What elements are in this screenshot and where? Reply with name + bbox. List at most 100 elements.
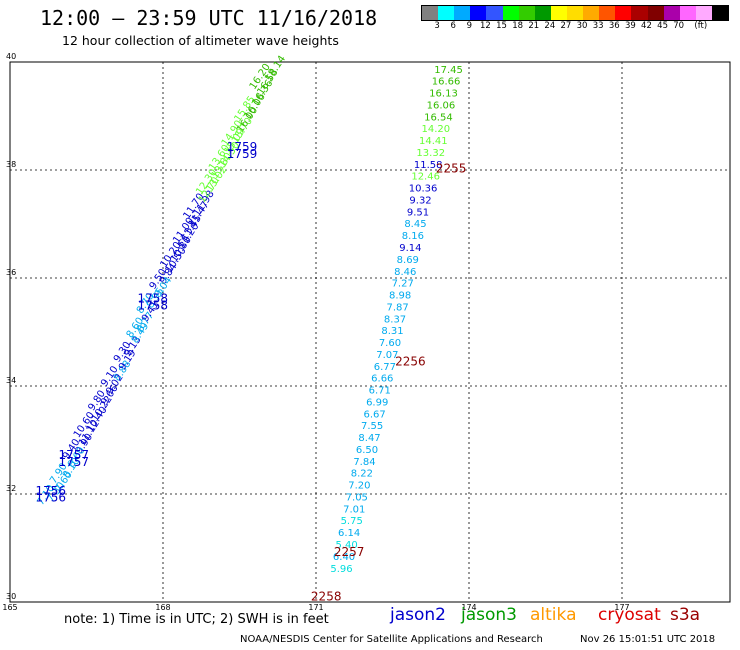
color-scale-labels: 3 6 9 12 15 18 21 24 27 30 33 36 39 42 45 70 (ft) bbox=[421, 21, 727, 33]
swh-label-east: 7.55 bbox=[361, 421, 383, 432]
color-scale-label: 15 bbox=[496, 21, 507, 31]
color-scale-label: 70 bbox=[673, 21, 685, 31]
credit-line: NOAA/NESDIS Center for Satellite Applica… bbox=[240, 634, 543, 645]
color-scale-cell bbox=[711, 6, 729, 20]
color-scale-cell bbox=[486, 6, 503, 20]
swh-label-east: 8.22 bbox=[351, 469, 373, 480]
map-frame bbox=[9, 61, 731, 603]
swh-label-east: 7.27 bbox=[392, 279, 414, 290]
lat-tick-label: 32 bbox=[6, 484, 16, 493]
pass-time-label: 1756 bbox=[36, 484, 67, 498]
lat-tick-label: 40 bbox=[6, 52, 16, 61]
color-scale-cell bbox=[518, 6, 535, 20]
page-title: 12:00 – 23:59 UTC 11/16/2018 bbox=[40, 6, 378, 30]
pass-time-label: 1758 bbox=[138, 291, 169, 305]
swh-label-east: 8.16 bbox=[402, 231, 424, 242]
swh-label-east: 16.06 bbox=[427, 100, 456, 111]
color-scale-label: 42 bbox=[641, 21, 652, 31]
swh-label-east: 6.14 bbox=[338, 528, 360, 539]
swh-label-east: 5.75 bbox=[341, 516, 363, 527]
swh-label-east: 8.37 bbox=[384, 314, 406, 325]
color-scale-label: 24 bbox=[544, 21, 556, 31]
footer-note: note: 1) Time is in UTC; 2) SWH is in fe… bbox=[64, 612, 329, 627]
swh-label-east: 8.45 bbox=[404, 219, 426, 230]
swh-label-east: 6.71 bbox=[369, 386, 391, 397]
swh-label-east: 16.13 bbox=[429, 89, 458, 100]
legend-s3a: s3a bbox=[670, 605, 701, 625]
pass-time-label: 2258 bbox=[311, 589, 342, 603]
color-scale-label: 9 bbox=[466, 21, 473, 31]
pass-time-label: 1759 bbox=[227, 140, 258, 154]
swh-label-east: 12.46 bbox=[411, 172, 440, 183]
color-scale-bar bbox=[421, 5, 729, 21]
swh-label-east: 6.66 bbox=[371, 374, 393, 385]
legend-jason3: jason3 bbox=[461, 605, 517, 625]
color-scale-cell bbox=[647, 6, 664, 20]
page-subtitle: 12 hour collection of altimeter wave hei… bbox=[62, 33, 339, 48]
color-scale-label: 45 bbox=[657, 21, 668, 31]
swh-label-east: 7.87 bbox=[386, 302, 408, 313]
color-scale-label: 21 bbox=[528, 21, 540, 31]
color-scale-cell bbox=[454, 6, 471, 20]
lat-tick-label: 30 bbox=[6, 592, 16, 601]
swh-label-east: 9.51 bbox=[407, 207, 429, 218]
color-scale-cell bbox=[438, 6, 455, 20]
lon-tick-label: 177 bbox=[614, 603, 629, 612]
pass-time-label: 1759 bbox=[227, 147, 258, 161]
swh-label-east: 7.07 bbox=[376, 350, 398, 361]
color-scale-cell bbox=[679, 6, 696, 20]
axis-ticks: 165 168 171 174 177 40 38 36 34 32 30 bbox=[2, 52, 629, 612]
color-scale-label: 27 bbox=[560, 21, 572, 31]
pass-time-label: 2255 bbox=[436, 162, 467, 176]
color-scale-label: 30 bbox=[576, 21, 588, 31]
swh-label-east: 11.58 bbox=[414, 160, 443, 171]
color-scale-label: 12 bbox=[479, 21, 491, 31]
color-scale-cell bbox=[550, 6, 567, 20]
color-scale-label: 6 bbox=[450, 21, 456, 31]
pass-time-label: 1756 bbox=[36, 491, 67, 505]
color-scale-cell bbox=[599, 6, 616, 20]
lat-tick-label: 36 bbox=[6, 268, 16, 277]
generation-timestamp: Nov 26 15:01:51 UTC 2018 bbox=[580, 634, 716, 645]
color-scale-cell bbox=[631, 6, 648, 20]
color-scale-label: 3 bbox=[434, 21, 440, 31]
swh-label-east: 14.20 bbox=[422, 124, 451, 135]
swh-label-east: 10.36 bbox=[409, 184, 438, 195]
swh-label-east: 16.66 bbox=[432, 77, 461, 88]
swh-label-east: 6.67 bbox=[364, 409, 386, 420]
pass-time-label: 2256 bbox=[395, 354, 426, 368]
swh-label-east: 16.54 bbox=[424, 112, 453, 123]
swh-label-east: 5.96 bbox=[330, 564, 352, 575]
color-scale-cell bbox=[470, 6, 487, 20]
lat-tick-label: 34 bbox=[6, 376, 16, 385]
swh-label-east: 13.32 bbox=[416, 148, 445, 159]
legend-altika: altika bbox=[530, 605, 577, 625]
lat-tick-label: 38 bbox=[6, 160, 16, 169]
pass-time-label: 1758 bbox=[138, 298, 169, 312]
color-scale-label: 39 bbox=[624, 21, 636, 31]
pass-time-label: 2257 bbox=[334, 545, 365, 559]
swh-label-east: 7.05 bbox=[346, 492, 368, 503]
lon-tick-label: 165 bbox=[2, 603, 17, 612]
color-scale-label: (ft) bbox=[694, 21, 708, 31]
swh-label-east: 6.50 bbox=[356, 445, 378, 456]
color-scale-cell bbox=[534, 6, 551, 20]
swh-label-east: 14.41 bbox=[419, 136, 448, 147]
swh-label-east: 8.31 bbox=[381, 326, 403, 337]
lon-tick-label: 174 bbox=[461, 603, 476, 612]
color-scale-label: 36 bbox=[608, 21, 620, 31]
color-scale-cell bbox=[422, 6, 439, 20]
color-scale-cell bbox=[566, 6, 584, 20]
pass-time-label: 1757 bbox=[58, 455, 89, 469]
swh-label-east: 8.46 bbox=[394, 267, 416, 278]
swh-label-east: 8.47 bbox=[358, 433, 380, 444]
satellite-tracks: 16.2015.8514.9013.6012.3011.7011.0010.20… bbox=[35, 54, 463, 575]
pass-time-label: 1757 bbox=[58, 448, 89, 462]
color-scale-cell bbox=[502, 6, 519, 20]
swh-label-east: 7.60 bbox=[379, 338, 401, 349]
color-scale-cell bbox=[663, 6, 680, 20]
color-scale-cell bbox=[615, 6, 632, 20]
swh-label-east: 7.20 bbox=[348, 481, 370, 492]
